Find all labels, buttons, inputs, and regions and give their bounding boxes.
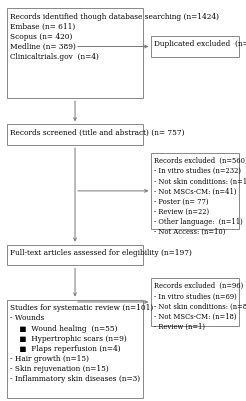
FancyBboxPatch shape <box>151 278 239 326</box>
Text: Records excluded  (n=96)
- In vitro studies (n=69)
- Not skin conditions: (n=8)
: Records excluded (n=96) - In vitro studi… <box>154 282 246 331</box>
FancyBboxPatch shape <box>7 8 143 98</box>
FancyBboxPatch shape <box>7 300 143 398</box>
Text: Full-text articles assessed for elegibility (n=197): Full-text articles assessed for elegibil… <box>10 249 192 257</box>
FancyBboxPatch shape <box>151 153 239 229</box>
FancyBboxPatch shape <box>7 124 143 145</box>
FancyBboxPatch shape <box>151 36 239 57</box>
FancyBboxPatch shape <box>7 245 143 265</box>
Text: Records screened (title and abstract) (n= 757): Records screened (title and abstract) (n… <box>10 129 185 137</box>
Text: Duplicated excluded  (n= 667): Duplicated excluded (n= 667) <box>154 40 246 48</box>
Text: Studies for systematic review (n=101)
- Wounds
    ■  Wound healing  (n=55)
    : Studies for systematic review (n=101) - … <box>10 304 154 383</box>
Text: Records excluded  (n=560)
- In vitro studies (n=232)
- Not skin conditions: (n=1: Records excluded (n=560) - In vitro stud… <box>154 157 246 236</box>
Text: Records identified though database searching (n=1424)
Embase (n= 611)
Scopus (n=: Records identified though database searc… <box>10 13 219 61</box>
